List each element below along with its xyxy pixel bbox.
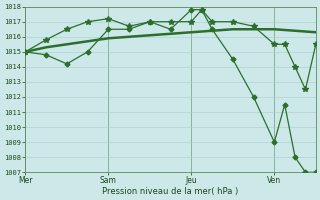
X-axis label: Pression niveau de la mer( hPa ): Pression niveau de la mer( hPa )	[102, 187, 239, 196]
